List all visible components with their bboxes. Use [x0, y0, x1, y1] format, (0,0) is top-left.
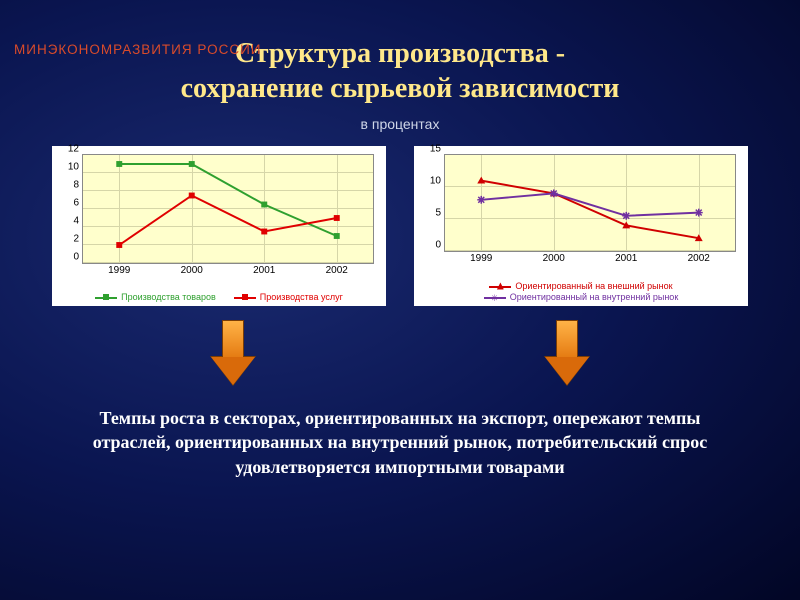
xtick: 2000	[181, 263, 203, 276]
ytick: 0	[73, 252, 83, 263]
conclusion-text: Темпы роста в секторах, ориентированных …	[60, 406, 740, 479]
plot-area: 0 5 10 15 1999 2000 2001 2002	[444, 154, 736, 252]
ytick: 10	[68, 162, 83, 173]
legend-label: Ориентированный на внутренний рынок	[510, 292, 679, 302]
arrows-row	[0, 320, 800, 388]
series-svg	[445, 155, 735, 251]
legend-item: Производства услуг	[234, 292, 343, 302]
legend-label: Производства услуг	[260, 292, 343, 302]
charts-row: 0 2 4 6 8 10 12 1999 2000 2001 2002 Прои…	[0, 146, 800, 306]
down-arrow-icon	[211, 320, 255, 388]
xtick: 1999	[108, 263, 130, 276]
chart-export-domestic: 0 5 10 15 1999 2000 2001 2002 Ориентиров…	[414, 146, 748, 306]
plot-area: 0 2 4 6 8 10 12 1999 2000 2001 2002	[82, 154, 374, 264]
legend-item: ✳ Ориентированный на внутренний рынок	[484, 292, 679, 302]
ytick: 0	[435, 240, 445, 251]
ytick: 6	[73, 198, 83, 209]
chart-goods-services: 0 2 4 6 8 10 12 1999 2000 2001 2002 Прои…	[52, 146, 386, 306]
ytick: 10	[430, 176, 445, 187]
series-svg	[83, 155, 373, 263]
legend-item: Производства товаров	[95, 292, 216, 302]
title-line-1: Структура производства -	[235, 38, 565, 69]
xtick: 2001	[615, 251, 637, 264]
ytick: 8	[73, 180, 83, 191]
ytick: 2	[73, 234, 83, 245]
xtick: 1999	[470, 251, 492, 264]
title-line-2: сохранение сырьевой зависимости	[181, 73, 620, 104]
xtick: 2002	[688, 251, 710, 264]
legend: Ориентированный на внешний рынок ✳ Ориен…	[414, 281, 748, 302]
xtick: 2001	[253, 263, 275, 276]
org-header: МИНЭКОНОМРАЗВИТИЯ РОССИИ	[14, 42, 262, 57]
legend-label: Производства товаров	[121, 292, 216, 302]
ytick: 12	[68, 144, 83, 155]
ytick: 15	[430, 144, 445, 155]
legend-label: Ориентированный на внешний рынок	[515, 281, 672, 291]
down-arrow-icon	[545, 320, 589, 388]
legend: Производства товаров Производства услуг	[52, 292, 386, 302]
ytick: 5	[435, 208, 445, 219]
xtick: 2002	[326, 263, 348, 276]
xtick: 2000	[543, 251, 565, 264]
ytick: 4	[73, 216, 83, 227]
units-subtitle: в процентах	[0, 116, 800, 132]
legend-item: Ориентированный на внешний рынок	[489, 281, 672, 291]
